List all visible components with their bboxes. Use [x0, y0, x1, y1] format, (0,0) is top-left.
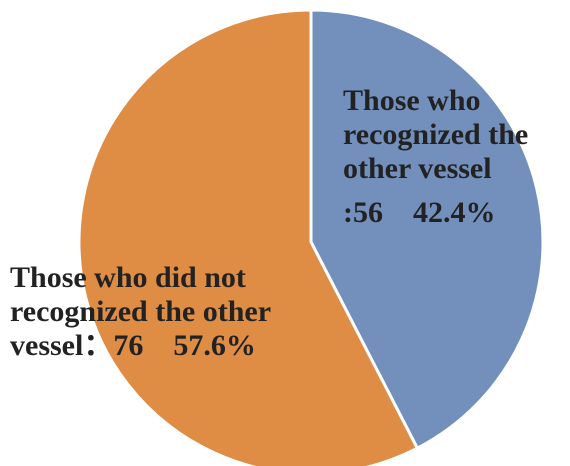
- slice-label-recognized-line-2: recognized the: [343, 118, 528, 151]
- slice-label-not-recognized-line-3: vessel：76 57.6%: [10, 329, 256, 362]
- slice-label-not-recognized-line-1: Those who did not: [10, 261, 246, 294]
- pie-slices: [77, 8, 545, 466]
- slice-label-recognized-line-4: :56 42.4%: [343, 196, 496, 229]
- slice-label-not-recognized-line-2: recognized the other: [10, 295, 271, 328]
- slice-label-recognized-line-1: Those who: [343, 84, 481, 117]
- slice-label-not-recognized: Those who did not recognized the other v…: [10, 261, 278, 362]
- pie-slice-0: [309, 8, 545, 450]
- pie-slice-1: [77, 8, 419, 466]
- slice-label-recognized-line-3: other vessel: [343, 152, 492, 185]
- slice-label-recognized: Those who recognized the other vessel :5…: [343, 84, 536, 229]
